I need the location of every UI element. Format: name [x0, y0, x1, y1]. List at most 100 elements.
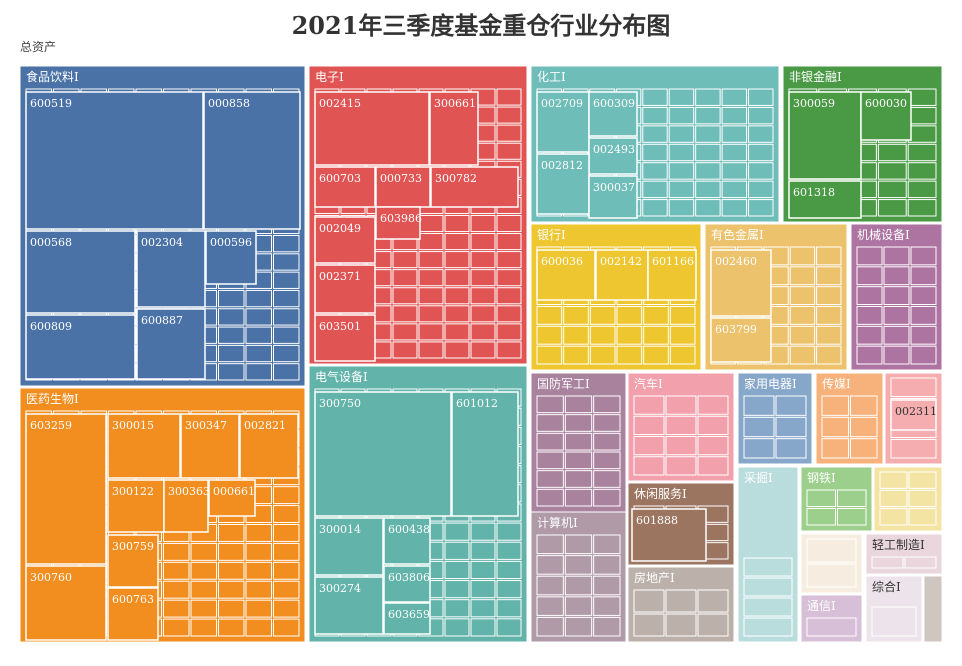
sub-tile[interactable]: [593, 534, 621, 555]
sub-tile[interactable]: [273, 271, 300, 289]
stock-tile-002493[interactable]: [588, 137, 638, 175]
sub-tile[interactable]: [470, 618, 496, 637]
sub-tile[interactable]: [697, 415, 729, 435]
sub-tile[interactable]: [856, 306, 883, 325]
sub-tile[interactable]: [821, 395, 849, 416]
sub-tile[interactable]: [496, 214, 522, 233]
sub-tile[interactable]: [633, 415, 665, 435]
sub-tile[interactable]: [273, 326, 300, 344]
sub-tile[interactable]: [856, 286, 883, 305]
sub-tile[interactable]: [536, 534, 564, 555]
sub-tile[interactable]: [470, 599, 496, 618]
stock-tile-600703[interactable]: [314, 166, 376, 208]
sub-tile[interactable]: [883, 306, 910, 325]
sub-tile[interactable]: [642, 162, 668, 180]
stock-tile-601888[interactable]: [631, 508, 707, 562]
sub-tile[interactable]: [589, 345, 616, 365]
sub-tile[interactable]: [470, 287, 496, 305]
sub-tile[interactable]: [470, 251, 496, 269]
sub-tile[interactable]: [218, 618, 245, 637]
sub-tile[interactable]: [642, 88, 668, 106]
sub-tile[interactable]: [879, 508, 908, 526]
stock-tile-300363[interactable]: [163, 479, 209, 533]
sector-20[interactable]: [800, 533, 863, 594]
sub-tile[interactable]: [218, 289, 245, 308]
sub-tile[interactable]: [444, 618, 470, 637]
sub-tile[interactable]: [665, 613, 697, 637]
sub-tile[interactable]: [163, 542, 190, 561]
sector-8[interactable]: 机械设备I: [850, 223, 943, 371]
sub-tile[interactable]: [496, 560, 522, 580]
sub-tile[interactable]: [190, 542, 217, 561]
sub-tile[interactable]: [564, 575, 593, 596]
sub-tile[interactable]: [775, 395, 807, 416]
stock-tile-002821[interactable]: [239, 413, 299, 479]
sub-tile[interactable]: [444, 305, 470, 323]
sub-tile[interactable]: [593, 596, 621, 616]
sector-12[interactable]: 传媒I: [815, 372, 884, 465]
sub-tile[interactable]: [668, 199, 695, 217]
sub-tile[interactable]: [418, 341, 444, 359]
sub-tile[interactable]: [883, 286, 910, 305]
sub-tile[interactable]: [273, 235, 300, 253]
sub-tile[interactable]: [907, 106, 937, 125]
sector-18[interactable]: 房地产I: [627, 566, 735, 643]
sector-19[interactable]: 采掘I: [737, 466, 799, 643]
stock-tile-600809[interactable]: [25, 314, 136, 380]
sub-tile[interactable]: [245, 561, 272, 580]
sub-tile[interactable]: [564, 616, 593, 637]
stock-tile-603806[interactable]: [383, 565, 431, 603]
stock-tile-300760[interactable]: [25, 565, 107, 641]
stock-tile-300274[interactable]: [314, 576, 384, 635]
stock-tile-300750[interactable]: [314, 391, 452, 517]
sub-tile[interactable]: [218, 599, 245, 618]
sub-tile[interactable]: [593, 395, 621, 414]
sub-tile[interactable]: [877, 162, 907, 180]
sub-tile[interactable]: [910, 246, 937, 266]
stock-tile-300782[interactable]: [430, 166, 519, 208]
sub-tile[interactable]: [418, 251, 444, 269]
sub-tile[interactable]: [789, 246, 816, 266]
sub-tile[interactable]: [821, 416, 849, 438]
sub-tile[interactable]: [470, 522, 496, 541]
sub-tile[interactable]: [273, 363, 300, 381]
sub-tile[interactable]: [496, 251, 522, 269]
sub-tile[interactable]: [418, 214, 444, 233]
sub-tile[interactable]: [470, 305, 496, 323]
sub-tile[interactable]: [536, 451, 564, 470]
sub-tile[interactable]: [877, 180, 907, 199]
sub-tile[interactable]: [245, 599, 272, 618]
sector-4[interactable]: 医药生物I 603259 300015 300347 002821 300122 30036…: [19, 387, 306, 643]
sub-tile[interactable]: [633, 589, 665, 613]
stock-tile-002311[interactable]: [890, 399, 937, 431]
breadcrumb[interactable]: 总资产: [20, 40, 57, 54]
sub-tile[interactable]: [748, 88, 774, 106]
sub-tile[interactable]: [564, 395, 593, 414]
sub-tile[interactable]: [218, 363, 245, 381]
sub-tile[interactable]: [856, 325, 883, 345]
sector-23[interactable]: 综合I: [865, 575, 923, 643]
sub-tile[interactable]: [273, 308, 300, 326]
sub-tile[interactable]: [665, 589, 697, 613]
stock-tile-600309[interactable]: [588, 91, 638, 137]
sub-tile[interactable]: [190, 580, 217, 599]
sub-tile[interactable]: [669, 306, 696, 325]
sub-tile[interactable]: [564, 451, 593, 470]
sub-tile[interactable]: [496, 305, 522, 323]
sub-tile[interactable]: [697, 589, 729, 613]
sub-tile[interactable]: [642, 199, 668, 217]
sub-tile[interactable]: [273, 599, 300, 618]
sub-tile[interactable]: [392, 251, 418, 269]
stock-tile-603659[interactable]: [383, 602, 431, 635]
stock-tile-600030[interactable]: [860, 91, 912, 141]
sub-tile[interactable]: [444, 599, 470, 618]
sub-tile[interactable]: [563, 306, 589, 325]
sub-tile[interactable]: [218, 308, 245, 326]
sub-tile[interactable]: [444, 269, 470, 287]
sub-tile[interactable]: [748, 162, 774, 180]
sub-tile[interactable]: [496, 124, 522, 142]
sub-tile[interactable]: [883, 345, 910, 365]
sub-tile[interactable]: [743, 557, 793, 577]
sector-14[interactable]: 计算机I: [530, 511, 627, 643]
sub-tile[interactable]: [643, 306, 669, 325]
